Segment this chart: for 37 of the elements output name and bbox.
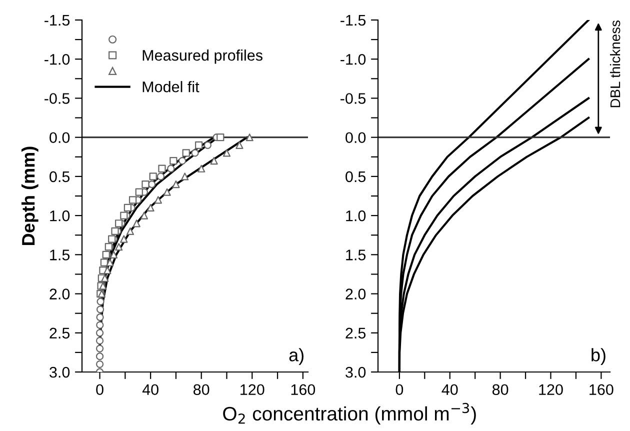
y-tick-label: 1.0 xyxy=(346,210,366,222)
y-tick-label: 1.5 xyxy=(50,250,70,260)
y-tick-label: 2.5 xyxy=(50,328,70,339)
y-tick-label: 2.0 xyxy=(50,288,70,300)
y-tick-label: -0.5 xyxy=(44,93,70,104)
y-tick-label: -1.5 xyxy=(44,15,70,26)
y-axis-title: Depth (mm) xyxy=(21,146,38,245)
y-tick-label: -1.0 xyxy=(44,54,70,65)
y-tick-label: 1.0 xyxy=(50,210,70,222)
y-tick-label: -0.5 xyxy=(340,93,366,104)
y-tick-label: 3.0 xyxy=(50,366,70,378)
y-tick-label: 0.0 xyxy=(50,132,70,144)
legend-label: Measured profiles xyxy=(142,50,262,64)
annotation: DBL thickness xyxy=(610,20,620,108)
x-tick-label: 120 xyxy=(240,384,264,396)
legend-label: Model fit xyxy=(142,81,200,92)
y-tick-label: 2.5 xyxy=(346,328,366,339)
annotation: a) xyxy=(289,348,304,365)
x-tick-label: 40 xyxy=(142,384,158,396)
x-tick-label: 0 xyxy=(96,384,104,396)
x-tick-label: 80 xyxy=(492,384,508,396)
y-tick-label: 3.0 xyxy=(346,366,366,378)
y-tick-label: 1.5 xyxy=(346,250,366,260)
y-tick-label: 0.5 xyxy=(50,171,70,182)
x-axis-title: O$_{2}$ concentration (mmol m$^{−3}$) xyxy=(223,402,476,424)
x-tick-label: 160 xyxy=(590,384,614,396)
y-tick-label: -1.0 xyxy=(340,54,366,65)
annotation: b) xyxy=(592,348,606,365)
x-tick-label: 80 xyxy=(194,384,210,396)
x-tick-label: 120 xyxy=(539,384,563,396)
x-tick-label: 40 xyxy=(442,384,458,396)
y-tick-label: -1.5 xyxy=(340,15,366,26)
x-tick-label: 160 xyxy=(291,384,316,396)
y-tick-label: 2.0 xyxy=(346,288,366,300)
x-tick-label: 0 xyxy=(396,384,404,396)
y-tick-label: 0.0 xyxy=(346,132,366,144)
y-tick-label: 0.5 xyxy=(346,171,366,182)
